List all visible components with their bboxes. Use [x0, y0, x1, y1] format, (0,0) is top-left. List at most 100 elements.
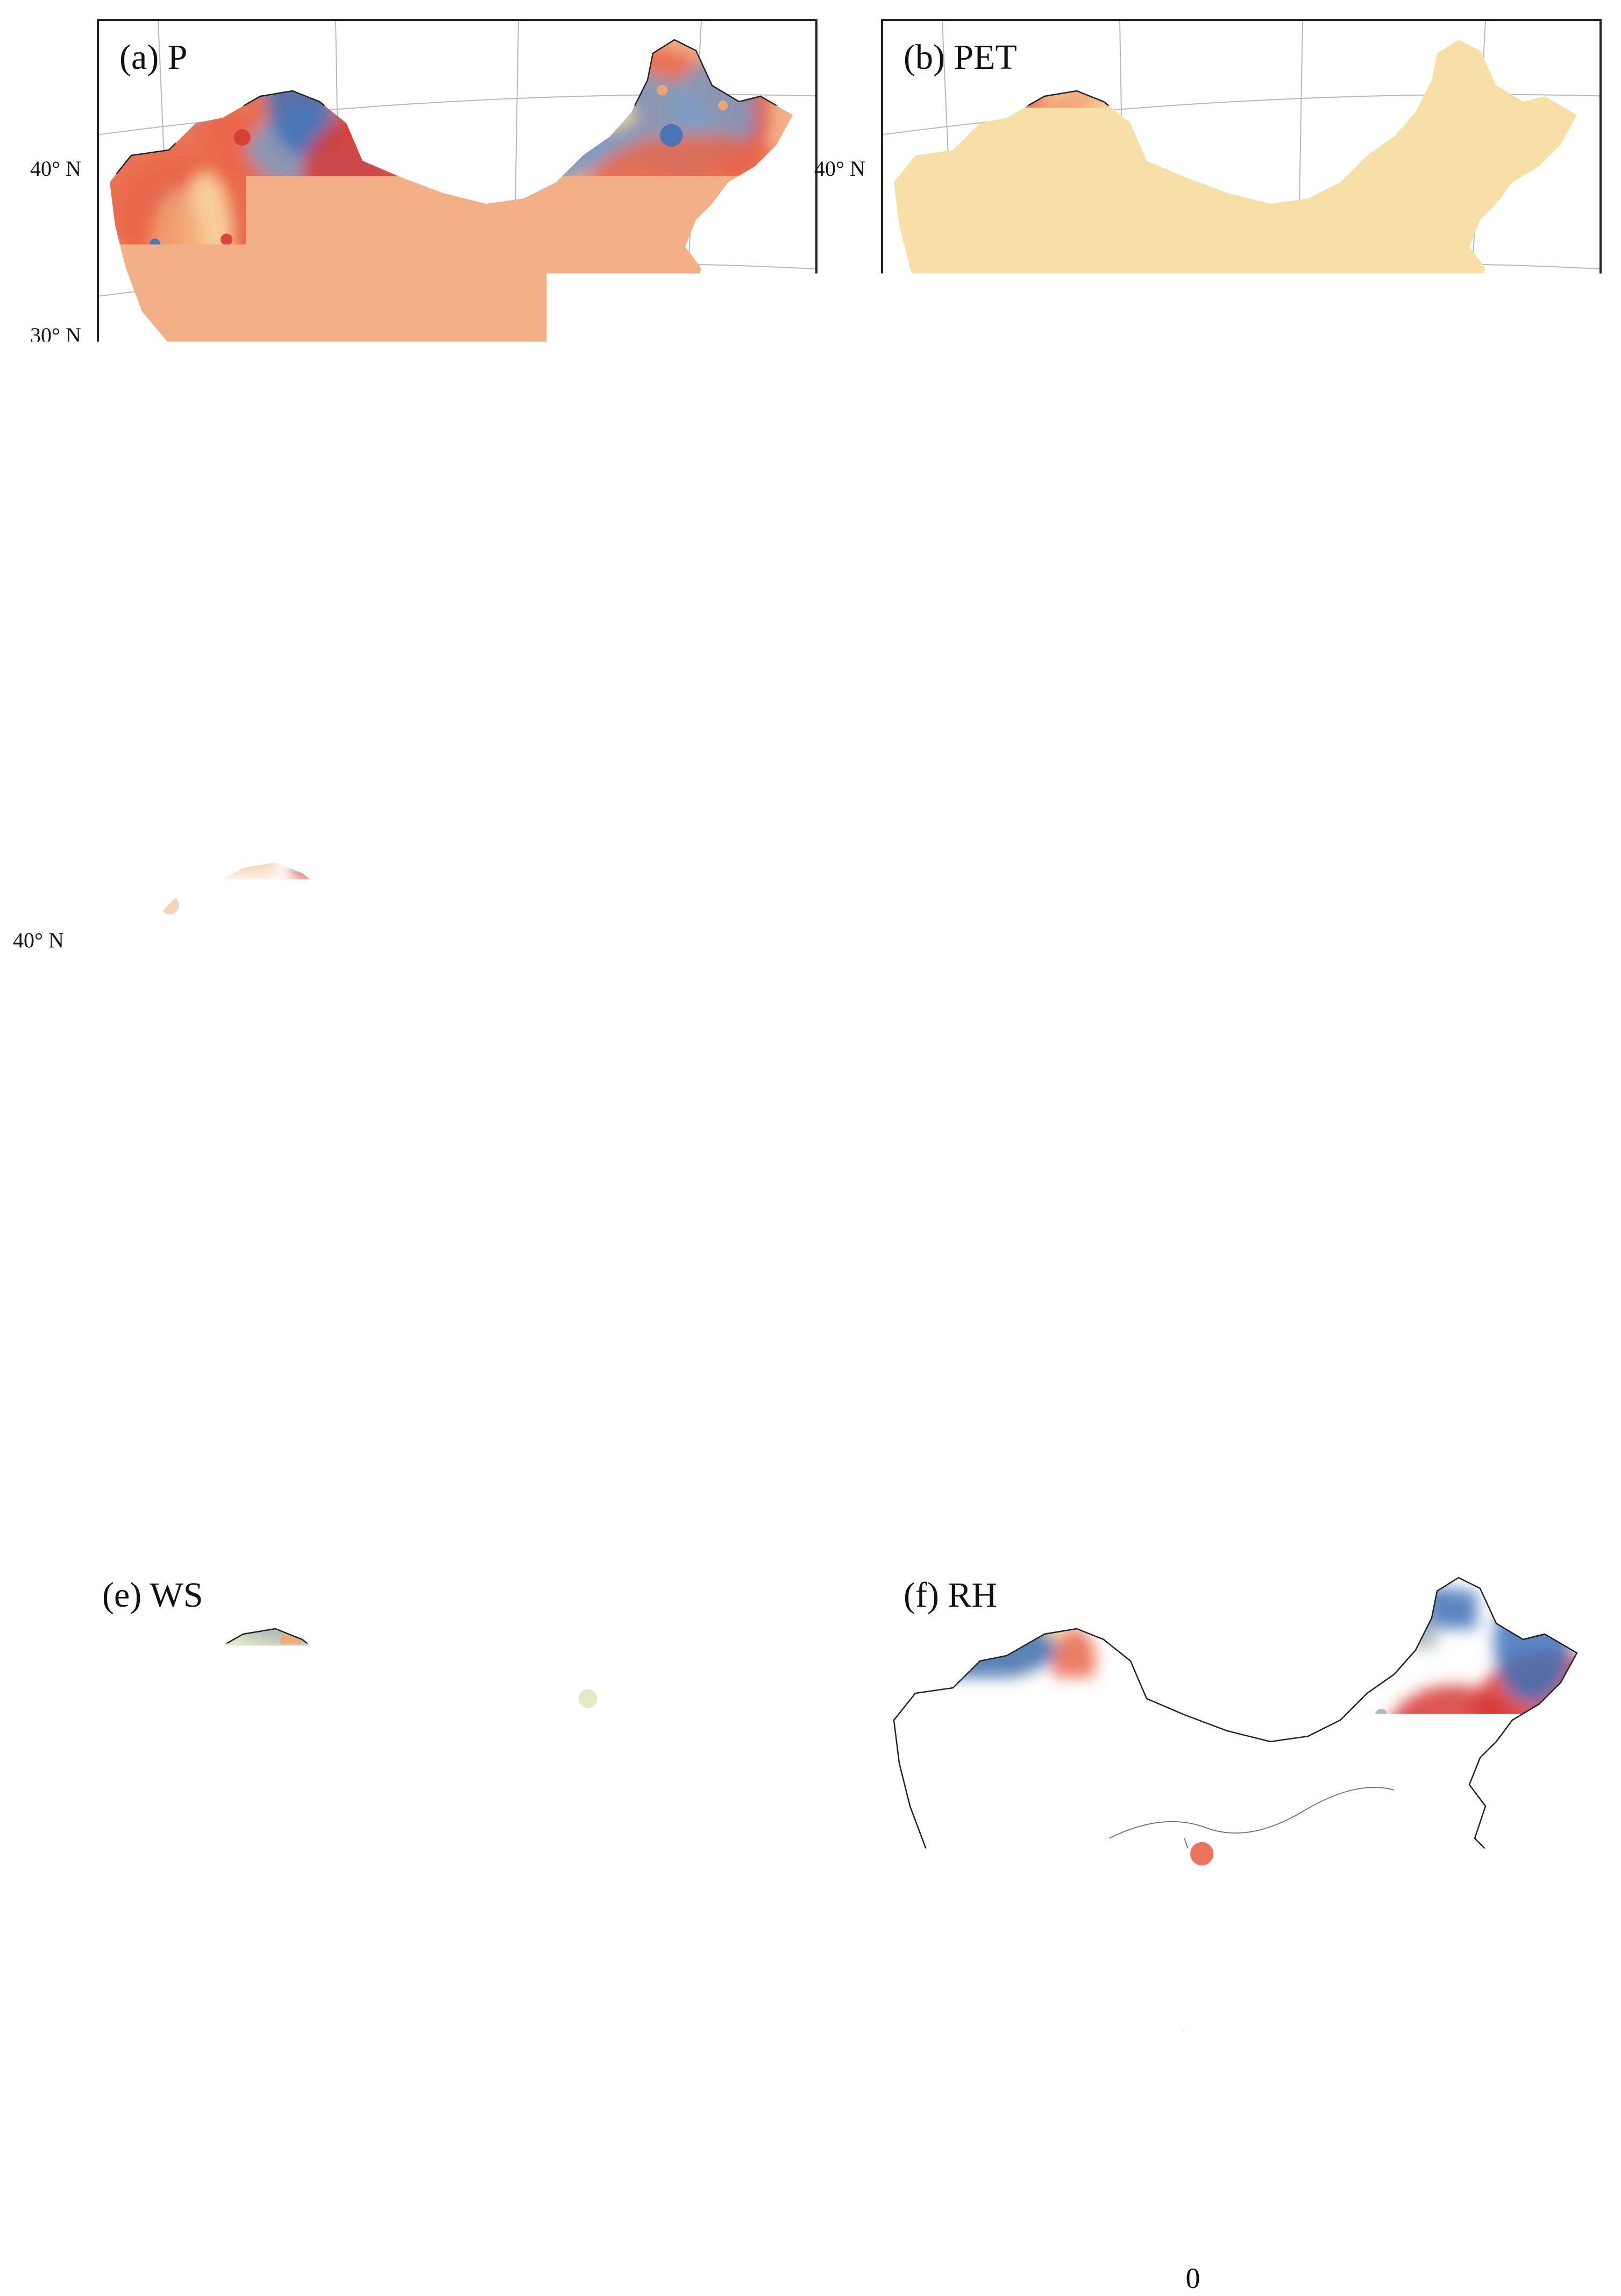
scale-bar	[932, 1344, 1065, 1350]
colorbar-unit: (%)	[711, 2214, 761, 2252]
china-map-fill	[82, 1559, 800, 2170]
colorbar-tick-label: −2	[1021, 2262, 1052, 2295]
colorbar-swatch	[1427, 679, 1504, 715]
colorbar-swatch	[409, 679, 487, 715]
colorbar-swatch	[1349, 2217, 1427, 2252]
scale-bar	[130, 1344, 264, 1350]
scale-unit: km	[286, 567, 311, 589]
colorbar-swatch	[1193, 1451, 1271, 1486]
colorbar-swatch	[961, 1451, 1039, 1486]
colorbar-tick-label: −1	[1099, 1495, 1130, 1529]
colorbar-swatch	[1271, 1451, 1349, 1486]
scale-label: 500	[198, 547, 227, 570]
latitude-label: 20° N	[814, 1261, 865, 1286]
south-china-sea-inset	[727, 2053, 789, 2156]
colorbar-tick-label: 1	[307, 1495, 321, 1529]
colorbar-tick-label: 0	[1186, 1495, 1200, 1529]
colorbar-tick-label: −2	[1021, 724, 1052, 757]
colorbar-tick-label: 15	[550, 724, 579, 757]
scale-unit: km	[1070, 1338, 1095, 1361]
colorbar-swatch	[1116, 2217, 1194, 2252]
colorbar-tick-label: −10	[291, 2262, 336, 2295]
china-map-fill	[883, 21, 1602, 632]
latitude-label: 30° N	[814, 323, 865, 348]
colorbar-swatch	[470, 1451, 548, 1486]
south-china-sea-inset	[1528, 516, 1590, 618]
colorbar-swatch	[1349, 1451, 1427, 1486]
colorbar-swatch	[961, 2217, 1039, 2252]
colorbar-tick-label: 5	[1420, 1495, 1434, 1529]
colorbar	[97, 678, 721, 716]
latitude-label: 30° N	[30, 323, 81, 348]
scale-bar	[932, 572, 1065, 578]
colorbar-swatch	[1116, 1451, 1194, 1486]
colorbar-swatch	[625, 1451, 702, 1486]
scale-unit: km	[1070, 2105, 1095, 2127]
latitude-label: 40° N	[814, 928, 865, 953]
scale-label: 0	[927, 2085, 937, 2108]
colorbar-swatch	[565, 679, 643, 715]
colorbar-swatch	[1038, 2217, 1116, 2252]
colorbar	[80, 2215, 703, 2254]
map-frame: 0 500 1000 km (d) Rn	[881, 790, 1602, 1403]
map-canvas	[99, 21, 817, 632]
latitude-label: 30° N	[814, 1860, 865, 1886]
map-frame: 0 500 1000 km (b) PET	[881, 19, 1602, 632]
latitude-label: 40° N	[814, 156, 865, 181]
colorbar-swatch	[315, 1451, 393, 1486]
colorbar-swatch	[81, 1451, 159, 1486]
colorbar-tick-label: −30	[135, 2262, 180, 2295]
colorbar-swatch	[98, 679, 176, 715]
scale-label: 0	[927, 547, 937, 570]
map-frame: 0 500 1000 km (a) P	[97, 19, 817, 632]
colorbar-swatch	[548, 1451, 625, 1486]
colorbar-tick-label: 0	[402, 724, 416, 757]
latitude-label: 30° N	[13, 1094, 64, 1120]
colorbar	[881, 1449, 1505, 1488]
colorbar-swatch	[883, 1451, 961, 1486]
scale-label: 500	[181, 2085, 210, 2108]
colorbar-unit: (%)	[728, 676, 778, 715]
colorbar-swatch	[883, 2217, 961, 2252]
colorbar-unit: (%)	[1512, 2214, 1562, 2252]
colorbar-swatch	[237, 1451, 315, 1486]
china-map-fill	[99, 21, 817, 632]
latitude-label: 20° N	[30, 489, 81, 515]
colorbar	[80, 1449, 703, 1488]
south-china-sea-inset	[727, 1287, 789, 1389]
latitude-label: 20° N	[814, 489, 865, 515]
map-canvas	[82, 1559, 800, 2170]
panel-title: (d) Rn	[904, 809, 995, 850]
colorbar	[881, 678, 1505, 716]
colorbar-tick-label: 5	[1264, 724, 1278, 757]
scale-bar	[932, 2110, 1065, 2116]
colorbar-swatch	[1427, 2217, 1504, 2252]
map-frame: 0 500 1000 km (c) Ta	[80, 790, 800, 1403]
colorbar-swatch	[159, 2217, 237, 2252]
colorbar-swatch	[254, 679, 332, 715]
colorbar-tick-label: −5	[943, 1495, 974, 1529]
latitude-label: 40° N	[13, 928, 64, 953]
colorbar-swatch	[237, 2217, 315, 2252]
latitude-label: 40° N	[13, 1694, 64, 1719]
scale-bar	[147, 572, 281, 578]
colorbar-tick-label: −1	[1099, 2262, 1130, 2295]
colorbar-tick-label: 5	[480, 724, 494, 757]
colorbar-swatch	[470, 2217, 548, 2252]
scale-label: 0	[143, 547, 153, 570]
colorbar-tick-label: 1.5	[373, 1495, 410, 1529]
latitude-label: 40° N	[30, 156, 81, 181]
colorbar-tick-label: 5	[463, 2262, 477, 2295]
colorbar-tick-label: −1	[1099, 724, 1130, 757]
colorbar-tick-label: −5	[943, 2262, 974, 2295]
latitude-label: 30° N	[814, 1094, 865, 1120]
colorbar-swatch	[315, 2217, 393, 2252]
colorbar-tick-label: 0.5	[217, 1495, 254, 1529]
colorbar-tick-label: 10	[1334, 724, 1363, 757]
colorbar-swatch	[1193, 2217, 1271, 2252]
south-china-sea-inset	[1528, 1287, 1590, 1389]
colorbar-tick-label: −2	[237, 724, 268, 757]
scale-bar	[130, 2110, 264, 2116]
china-map-fill	[883, 1559, 1602, 2170]
colorbar-unit: (°C)	[711, 1448, 769, 1486]
